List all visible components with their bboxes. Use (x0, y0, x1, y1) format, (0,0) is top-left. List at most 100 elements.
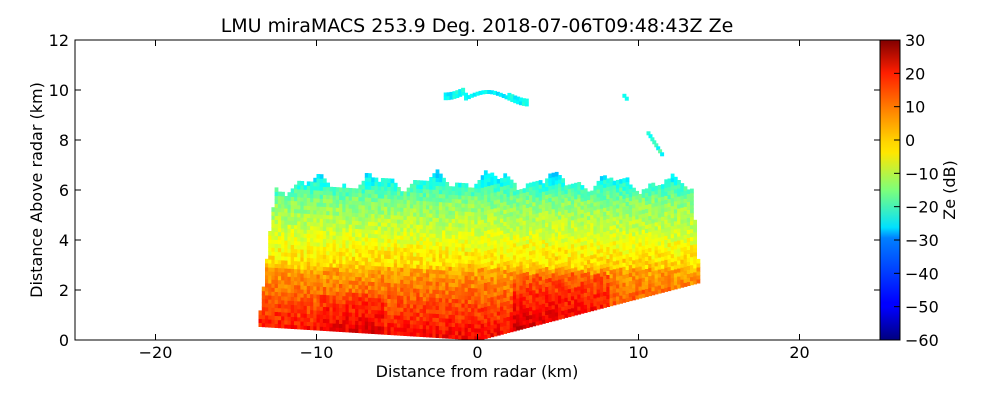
echo-cell (541, 291, 546, 296)
echo-cell (535, 316, 540, 322)
echo-cell (541, 215, 546, 220)
echo-cell (403, 279, 408, 284)
echo-cell (596, 196, 601, 202)
echo-cell (306, 217, 311, 222)
echo-cell (686, 225, 691, 230)
echo-cell (596, 296, 601, 302)
echo-cell (538, 316, 543, 321)
echo-cell (271, 307, 276, 312)
echo-cell (422, 316, 427, 322)
echo-cell (577, 214, 582, 219)
echo-cell (644, 288, 649, 293)
echo-cell (506, 212, 511, 217)
echo-cell (397, 251, 401, 256)
echo-cell (377, 285, 382, 291)
echo-cell (519, 249, 524, 254)
echo-cell (525, 223, 530, 228)
echo-cell (294, 220, 298, 226)
echo-cell (641, 241, 646, 246)
echo-cell (644, 204, 649, 209)
echo-cell (319, 194, 324, 199)
echo-cell (390, 226, 395, 232)
echo-cell (474, 291, 479, 297)
echo-cell (355, 280, 359, 285)
echo-cell (512, 318, 517, 324)
echo-cell (635, 290, 640, 296)
echo-cell (609, 193, 614, 199)
echo-cell (371, 217, 375, 222)
echo-cell (664, 215, 669, 220)
echo-cell (329, 234, 334, 240)
echo-cell (564, 305, 569, 310)
echo-cell (548, 185, 553, 191)
echo-cell (413, 188, 417, 193)
echo-cell (490, 248, 495, 254)
echo-cell (297, 292, 301, 298)
echo-cell (451, 266, 456, 271)
echo-cell (619, 183, 623, 188)
echo-cell (670, 217, 675, 223)
echo-cell (632, 247, 636, 253)
echo-cell (606, 190, 611, 195)
echo-cell (574, 222, 578, 228)
echo-cell (374, 193, 379, 199)
echo-cell (413, 204, 417, 209)
echo-cell (300, 309, 305, 314)
echo-cell (332, 243, 337, 248)
echo-cell (638, 242, 643, 247)
echo-cell (650, 137, 655, 142)
echo-cell (281, 295, 285, 301)
echo-cell (277, 271, 282, 277)
echo-cell (493, 315, 498, 321)
echo-cell (332, 227, 337, 232)
echo-cell (480, 335, 485, 340)
echo-cell (429, 233, 433, 238)
echo-cell (374, 217, 379, 223)
echo-cell (545, 198, 549, 203)
echo-cell (577, 290, 582, 295)
echo-cell (590, 294, 594, 300)
echo-cell (506, 216, 511, 221)
echo-cell (506, 192, 511, 197)
echo-cell (265, 290, 269, 296)
echo-cell (496, 207, 501, 212)
echo-cell (587, 243, 591, 249)
echo-cell (329, 306, 334, 312)
echo-cell (406, 327, 411, 333)
echo-cell (683, 270, 688, 275)
echo-cell (519, 305, 524, 310)
echo-cell (487, 325, 491, 331)
echo-cell (397, 255, 401, 260)
echo-cell (580, 193, 585, 198)
echo-cell (342, 307, 347, 313)
echo-cell (490, 176, 495, 182)
echo-cell (580, 233, 585, 238)
echo-cell (677, 204, 681, 209)
echo-cell (322, 254, 327, 259)
echo-cell (580, 237, 585, 242)
echo-cell (403, 219, 408, 224)
echo-cell (567, 268, 572, 274)
echo-cell (667, 274, 672, 280)
echo-cell (477, 200, 482, 205)
echo-cell (448, 310, 453, 315)
echo-cell (397, 207, 401, 212)
echo-cell (458, 278, 462, 284)
echo-cell (535, 192, 540, 198)
echo-cell (577, 294, 582, 299)
echo-cell (606, 242, 611, 247)
echo-cell (616, 231, 620, 237)
echo-cell (413, 248, 417, 253)
echo-cell (673, 252, 678, 258)
echo-cell (445, 258, 450, 263)
echo-cell (500, 214, 504, 219)
echo-cell (413, 288, 417, 293)
echo-cell (332, 323, 337, 328)
echo-cell (377, 237, 382, 243)
echo-cell (612, 284, 617, 290)
echo-cell (567, 228, 572, 234)
echo-cell (596, 244, 601, 250)
echo-cell (500, 178, 504, 183)
echo-cell (483, 334, 488, 339)
echo-cell (471, 211, 475, 217)
